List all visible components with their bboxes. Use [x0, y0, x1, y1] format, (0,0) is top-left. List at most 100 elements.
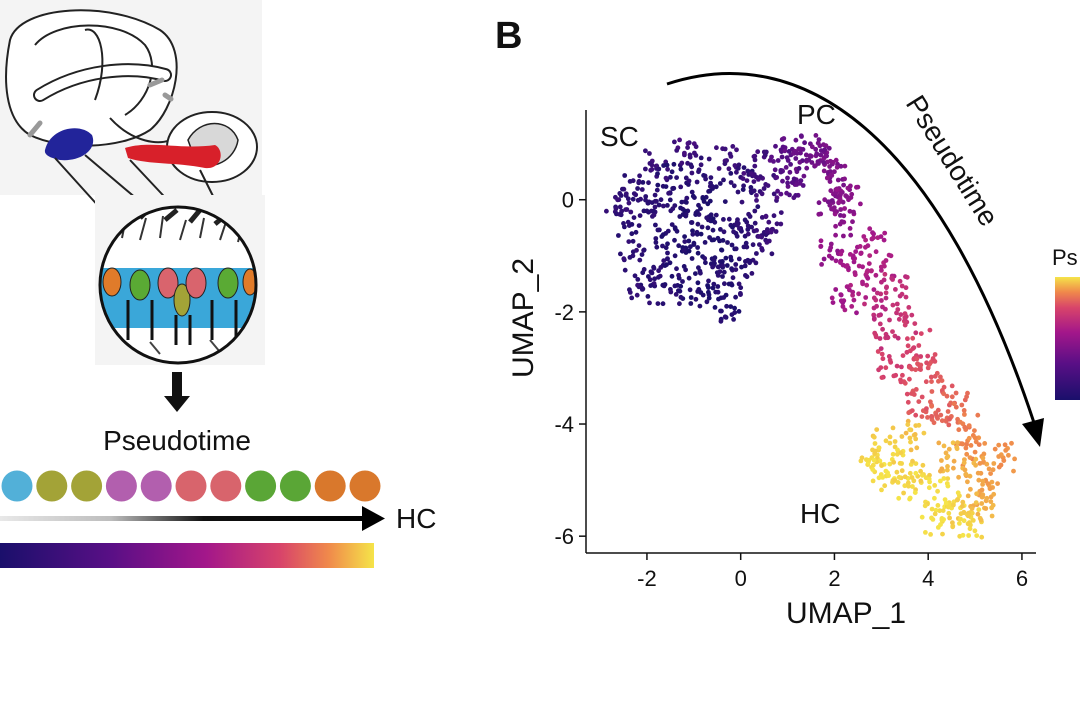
scatter-point [818, 238, 824, 244]
scatter-point [863, 237, 868, 243]
y-tick-label: -6 [554, 524, 574, 549]
scatter-point [681, 247, 687, 253]
scatter-point [715, 264, 721, 270]
scatter-point [730, 144, 736, 149]
y-axis-label: UMAP_2 [507, 258, 540, 378]
scatter-point [899, 461, 904, 466]
scatter-point [905, 336, 910, 342]
scatter-point [883, 258, 889, 263]
scatter-point [668, 289, 674, 295]
scatter-point [964, 451, 970, 457]
scatter-point [898, 312, 904, 317]
scatter-point [950, 524, 956, 530]
scatter-point [791, 176, 797, 182]
scatter-point [688, 295, 694, 300]
scatter-point [626, 239, 632, 245]
scatter-point [630, 178, 636, 184]
scatter-point [837, 221, 843, 227]
scatter-point [676, 243, 682, 249]
scatter-point [854, 184, 859, 190]
scatter-point [617, 204, 623, 210]
scatter-point [854, 310, 859, 316]
scatter-point [669, 169, 675, 175]
scatter-point [799, 134, 804, 139]
scatter-point [667, 197, 673, 203]
scatter-point [962, 467, 968, 473]
scatter-point [905, 422, 911, 427]
scatter-point [813, 146, 819, 152]
scatter-point [871, 316, 877, 322]
scatter-point [918, 468, 923, 474]
scatter-point [693, 296, 699, 302]
scatter-point [687, 287, 693, 293]
scatter-point [865, 275, 871, 281]
scatter-point [682, 234, 687, 240]
scatter-point [727, 151, 733, 157]
scatter-point [896, 495, 902, 501]
scatter-point [689, 170, 695, 176]
scatter-point [653, 222, 658, 228]
scatter-point [945, 467, 950, 473]
scatter-point [793, 137, 799, 143]
scatter-point [968, 443, 974, 448]
scatter-point [887, 357, 893, 363]
scatter-point [921, 430, 927, 436]
scatter-point [759, 215, 765, 220]
scatter-point [712, 219, 718, 225]
scatter-point [821, 160, 826, 165]
scatter-point [896, 316, 902, 322]
scatter-point [938, 374, 943, 380]
scatter-point [733, 294, 738, 300]
scatter-point [1002, 442, 1008, 448]
scatter-point [721, 177, 726, 183]
scatter-point [967, 455, 973, 460]
scatter-point [768, 229, 774, 235]
legend-colorbar [1055, 277, 1080, 400]
pc-label: PC [797, 99, 836, 130]
scatter-point [888, 253, 894, 259]
scatter-point [736, 281, 742, 287]
scatter-point [780, 144, 786, 150]
scatter-point [695, 221, 701, 227]
scatter-point [689, 256, 695, 261]
scatter-point [893, 287, 898, 292]
scatter-point [838, 190, 844, 196]
scatter-point [757, 242, 762, 248]
scatter-point [784, 190, 789, 196]
scatter-point [922, 503, 928, 509]
scatter-point [945, 476, 951, 481]
scatter-point [980, 455, 986, 461]
scatter-point [685, 145, 690, 151]
scatter-point [710, 227, 716, 233]
scatter-point [875, 349, 881, 354]
scatter-point [761, 149, 767, 155]
scatter-point [837, 197, 843, 203]
scatter-point [630, 238, 636, 244]
scatter-point [645, 200, 651, 206]
scatter-point [626, 200, 632, 206]
scatter-point [863, 244, 868, 250]
scatter-point [690, 193, 696, 199]
scatter-point [691, 240, 697, 246]
scatter-point [737, 226, 742, 232]
scatter-point [669, 222, 675, 228]
scatter-point [748, 185, 754, 190]
scatter-point [759, 191, 765, 197]
scatter-point [741, 244, 747, 250]
scatter-point [635, 186, 640, 191]
scatter-point [935, 525, 941, 530]
scatter-point [924, 360, 929, 366]
scatter-point [646, 209, 651, 215]
scatter-point [927, 479, 932, 485]
scatter-point [720, 274, 725, 279]
scatter-point [880, 326, 885, 332]
scatter-point [955, 490, 961, 496]
scatter-point [656, 202, 662, 208]
scatter-point [718, 308, 723, 314]
scatter-point [933, 411, 939, 417]
scatter-point [914, 356, 920, 362]
scatter-point [793, 150, 799, 155]
scatter-point [929, 379, 934, 384]
scatter-point [966, 533, 971, 538]
scatter-point [851, 209, 856, 215]
